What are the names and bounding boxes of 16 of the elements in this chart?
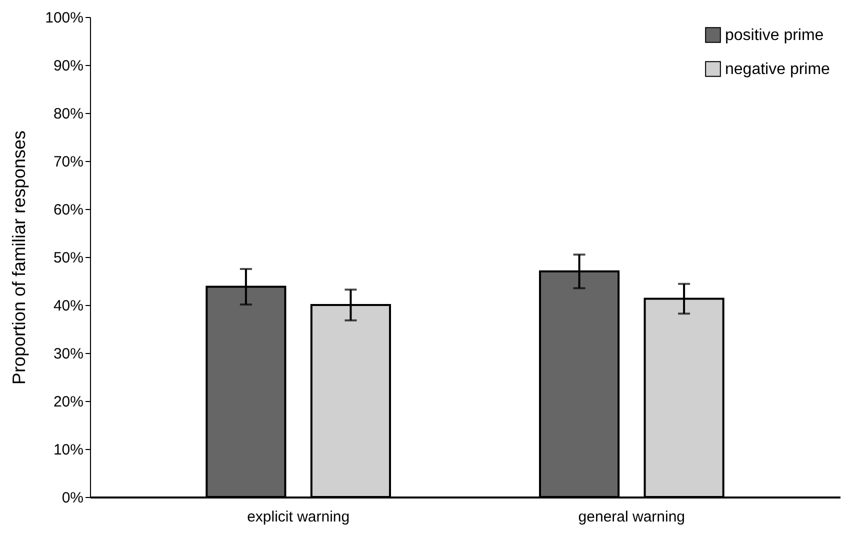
y-tick-label: 10% [53,442,84,458]
y-tick-label: 0% [62,490,84,506]
x-tick-label: explicit warning [247,508,350,526]
y-tick-label: 60% [53,202,84,218]
y-tick-label: 50% [53,250,84,266]
y-tick-label: 20% [53,394,84,410]
y-tick-label: 40% [53,298,84,314]
y-tick-label: 70% [53,154,84,170]
x-tick-label: general warning [578,508,686,526]
y-axis-title: Proportion of familiar responses [9,130,30,385]
legend-label: negative prime [725,61,830,78]
y-tick-label: 30% [53,346,84,362]
legend-label: positive prime [725,27,824,44]
y-tick-label: 80% [53,106,84,122]
y-tick-label: 90% [53,58,84,74]
y-tick-label: 100% [45,10,84,26]
